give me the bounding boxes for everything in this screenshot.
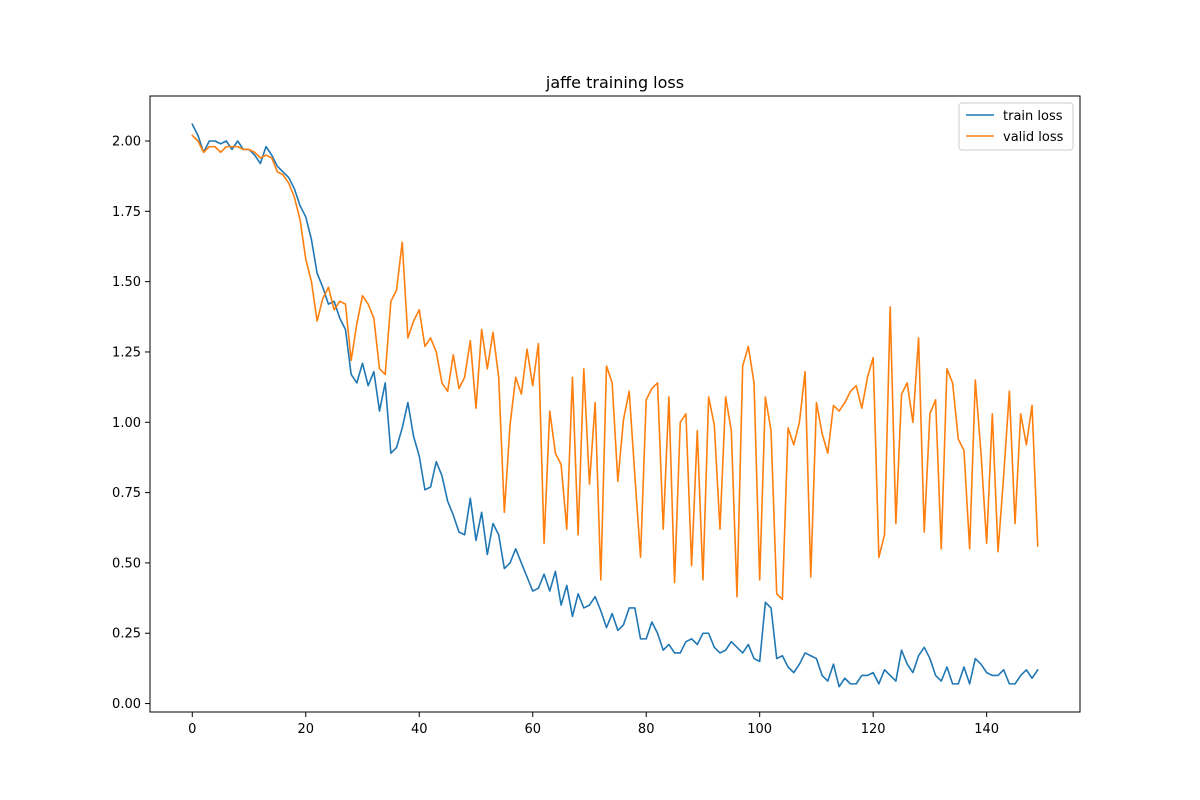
x-tick-label: 40 [411,722,428,737]
x-axis: 0 20 40 60 80 100 120 140 [188,712,999,737]
x-tick-label: 60 [524,722,541,737]
y-tick-label: 0.25 [112,627,141,642]
y-tick-label: 0.00 [112,697,141,712]
chart-title: jaffe training loss [545,73,684,92]
series-layer [191,123,1039,688]
y-tick-label: 0.50 [112,556,141,571]
y-axis: 0.00 0.25 0.50 0.75 1.00 1.25 1.50 1.75 2.00 [112,135,150,712]
x-tick-label: 140 [974,722,999,737]
series-line-train-loss [191,123,1039,688]
x-tick-label: 100 [747,722,772,737]
legend-label-valid-loss: valid loss [1003,130,1064,145]
y-tick-label: 1.75 [112,205,141,220]
x-tick-label: 0 [188,722,196,737]
x-tick-label: 20 [297,722,314,737]
series-line-valid-loss [191,134,1039,601]
y-tick-label: 0.75 [112,486,141,501]
legend: train loss valid loss [958,102,1074,151]
y-tick-label: 1.50 [112,275,141,290]
x-tick-label: 120 [861,722,886,737]
plot-frame [149,95,1081,713]
x-tick-label: 80 [638,722,655,737]
y-tick-label: 2.00 [112,135,141,150]
y-tick-label: 1.00 [112,416,141,431]
y-tick-label: 1.25 [112,345,141,360]
legend-label-train-loss: train loss [1003,109,1063,124]
